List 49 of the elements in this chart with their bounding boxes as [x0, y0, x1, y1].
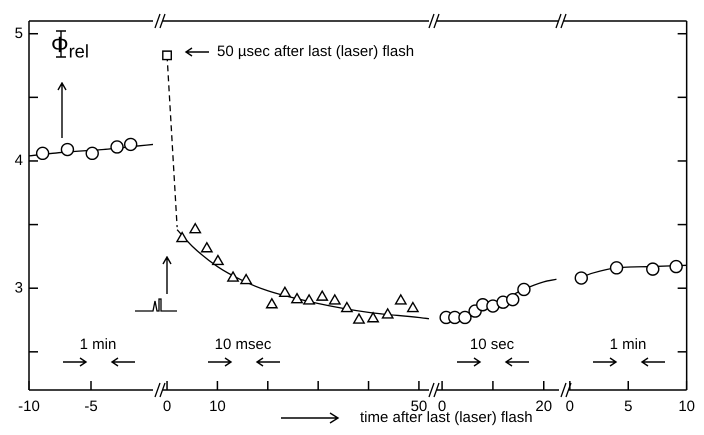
point: [240, 274, 252, 284]
point: [303, 294, 315, 305]
point: [36, 146, 50, 160]
x-tick-label: -10: [18, 398, 40, 416]
point: [574, 271, 588, 285]
x-tick-label: 10: [678, 398, 695, 416]
x-tick-label: 20: [535, 398, 552, 416]
point: [367, 312, 379, 322]
x-tick-label: 0: [438, 398, 446, 416]
x-tick-label: 0: [566, 398, 574, 416]
point: [394, 294, 407, 305]
x-tick-label: 0: [162, 398, 172, 416]
y-tick-label: 5: [14, 24, 23, 42]
point: [60, 142, 74, 156]
point: [212, 254, 224, 266]
point: [406, 302, 419, 312]
point: [110, 140, 124, 154]
point: [506, 292, 520, 306]
point: [176, 232, 188, 242]
annotation: 10 sec: [470, 336, 514, 353]
annotation: 50 µsec after last (laser) flash: [217, 43, 414, 60]
point: [486, 299, 500, 313]
point: [279, 286, 291, 297]
point: [353, 313, 365, 324]
x-tick-label: 10: [209, 398, 226, 416]
point: [86, 146, 99, 160]
annotation: 1 min: [80, 336, 116, 353]
point: [669, 260, 683, 274]
point: [227, 271, 239, 282]
point: [340, 302, 353, 312]
point: [328, 294, 341, 305]
x-tick-label: 5: [624, 398, 632, 416]
point: [200, 242, 213, 252]
y-tick-label: 4: [14, 152, 23, 170]
point: [316, 290, 328, 301]
point: [458, 310, 472, 324]
point: [189, 222, 202, 234]
x-tick-label: -5: [84, 398, 98, 416]
annotation: 1 min: [610, 336, 646, 353]
point: [646, 262, 660, 276]
point: [517, 282, 531, 296]
annotation: 10 msec: [214, 336, 272, 353]
point: [610, 261, 624, 275]
y-tick-label: 3: [14, 279, 23, 296]
point: [124, 138, 138, 152]
point: [162, 50, 172, 60]
point: [291, 292, 303, 304]
point: [382, 308, 394, 319]
point: [266, 298, 278, 308]
